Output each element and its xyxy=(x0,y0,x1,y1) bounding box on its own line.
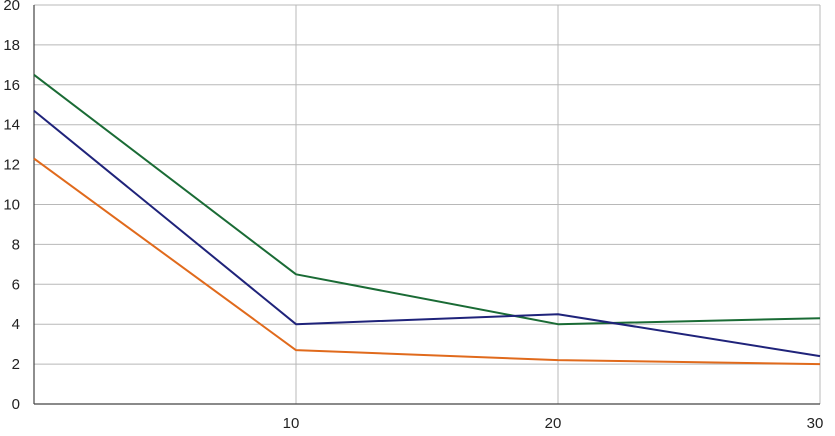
y-tick-label: 14 xyxy=(3,117,20,134)
y-tick-label: 12 xyxy=(3,157,20,174)
y-tick-label: 2 xyxy=(12,356,20,373)
y-tick-label: 8 xyxy=(12,236,20,253)
series-line-2 xyxy=(33,109,821,358)
y-tick-label: 10 xyxy=(3,197,20,214)
axes xyxy=(33,5,820,405)
series-lines xyxy=(33,74,821,366)
y-axis-ticks: 0 2 4 6 8 10 12 14 16 18 20 xyxy=(3,0,20,413)
x-tick-label: 10 xyxy=(283,415,300,432)
y-tick-label: 4 xyxy=(12,316,20,333)
x-axis-ticks: 10 20 30 xyxy=(283,415,824,432)
series-line-3 xyxy=(33,157,821,366)
x-tick-label: 20 xyxy=(545,415,562,432)
y-tick-label: 20 xyxy=(3,0,20,14)
y-tick-label: 6 xyxy=(12,276,20,293)
x-tick-label: 30 xyxy=(807,415,824,432)
y-tick-label: 16 xyxy=(3,77,20,94)
grid xyxy=(34,4,821,404)
y-tick-label: 0 xyxy=(12,396,20,413)
series-line-1 xyxy=(33,74,821,326)
y-tick-label: 18 xyxy=(3,37,20,54)
